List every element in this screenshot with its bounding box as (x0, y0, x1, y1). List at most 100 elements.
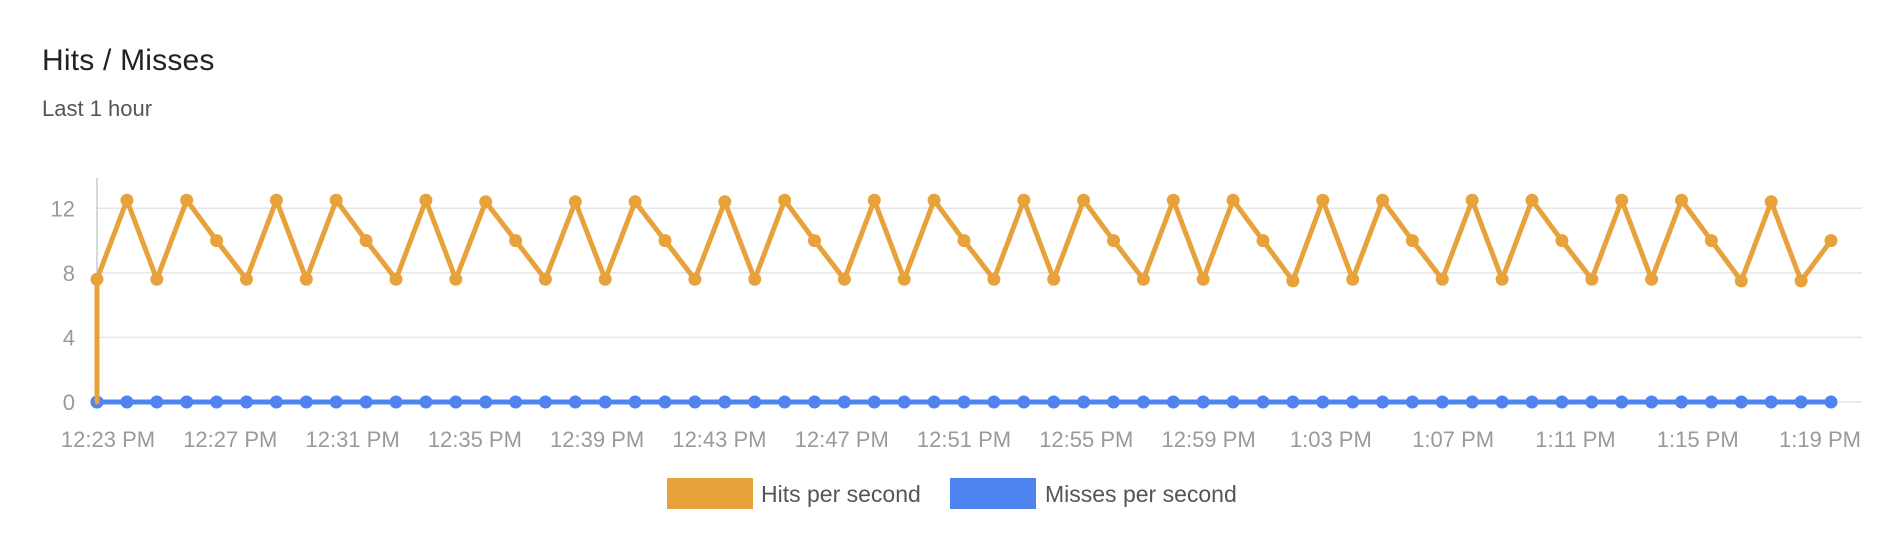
data-point[interactable] (1555, 234, 1569, 248)
data-point[interactable] (748, 272, 762, 286)
data-point[interactable] (1645, 395, 1659, 409)
data-point[interactable] (1645, 272, 1659, 286)
data-point[interactable] (1435, 272, 1449, 286)
data-point[interactable] (837, 272, 851, 286)
data-point[interactable] (1346, 395, 1360, 409)
data-point[interactable] (1136, 272, 1150, 286)
data-point[interactable] (927, 193, 941, 207)
data-point[interactable] (1107, 395, 1120, 409)
data-point[interactable] (1675, 193, 1688, 207)
data-point[interactable] (867, 193, 881, 207)
data-point[interactable] (1017, 193, 1031, 207)
data-point[interactable] (1764, 195, 1778, 209)
data-point[interactable] (359, 395, 373, 409)
data-point[interactable] (479, 195, 493, 209)
series-misses[interactable] (90, 395, 1838, 409)
data-point[interactable] (1794, 274, 1808, 288)
data-point[interactable] (150, 395, 164, 409)
data-point[interactable] (628, 395, 642, 409)
data-point[interactable] (1316, 193, 1330, 207)
data-point[interactable] (299, 272, 313, 286)
data-point[interactable] (449, 395, 463, 409)
data-point[interactable] (897, 272, 911, 286)
data-point[interactable] (1226, 395, 1240, 409)
data-point[interactable] (1495, 395, 1509, 409)
data-point[interactable] (1286, 274, 1300, 288)
data-point[interactable] (808, 234, 821, 248)
data-point[interactable] (1585, 272, 1599, 286)
data-point[interactable] (269, 395, 283, 409)
data-point[interactable] (718, 395, 732, 409)
data-point[interactable] (210, 234, 224, 248)
data-point[interactable] (957, 234, 971, 248)
data-point[interactable] (269, 193, 283, 207)
data-point[interactable] (180, 193, 194, 207)
data-point[interactable] (1107, 234, 1120, 248)
data-point[interactable] (1704, 234, 1718, 248)
data-point[interactable] (1286, 395, 1300, 409)
data-point[interactable] (299, 395, 313, 409)
data-point[interactable] (120, 395, 134, 409)
data-point[interactable] (1525, 193, 1539, 207)
data-point[interactable] (1675, 395, 1688, 409)
data-point[interactable] (509, 395, 523, 409)
data-point[interactable] (90, 272, 104, 286)
data-point[interactable] (1047, 272, 1061, 286)
data-point[interactable] (479, 395, 493, 409)
data-point[interactable] (1495, 272, 1509, 286)
data-point[interactable] (419, 193, 433, 207)
data-point[interactable] (598, 395, 612, 409)
legend[interactable]: Hits per second Misses per second (667, 478, 1237, 509)
data-point[interactable] (389, 272, 403, 286)
data-point[interactable] (1196, 395, 1210, 409)
data-point[interactable] (598, 272, 612, 286)
data-point[interactable] (867, 395, 881, 409)
data-point[interactable] (1256, 234, 1270, 248)
data-point[interactable] (568, 195, 582, 209)
data-point[interactable] (1077, 395, 1091, 409)
data-point[interactable] (778, 395, 792, 409)
data-point[interactable] (1734, 395, 1748, 409)
data-point[interactable] (240, 395, 253, 409)
data-point[interactable] (1346, 272, 1360, 286)
data-point[interactable] (1824, 234, 1838, 248)
data-point[interactable] (1376, 395, 1390, 409)
data-point[interactable] (748, 395, 762, 409)
data-point[interactable] (1555, 395, 1569, 409)
data-point[interactable] (688, 272, 702, 286)
data-point[interactable] (329, 395, 343, 409)
data-point[interactable] (359, 234, 373, 248)
data-point[interactable] (1465, 193, 1479, 207)
data-point[interactable] (1256, 395, 1270, 409)
data-point[interactable] (419, 395, 433, 409)
data-point[interactable] (509, 234, 523, 248)
data-point[interactable] (538, 395, 552, 409)
legend-item-misses[interactable]: Misses per second (950, 478, 1237, 509)
data-point[interactable] (778, 193, 792, 207)
data-point[interactable] (987, 272, 1001, 286)
data-point[interactable] (1734, 274, 1748, 288)
data-point[interactable] (1376, 193, 1390, 207)
data-point[interactable] (658, 395, 672, 409)
data-point[interactable] (1405, 234, 1419, 248)
data-point[interactable] (1764, 395, 1778, 409)
data-point[interactable] (927, 395, 941, 409)
data-point[interactable] (329, 193, 343, 207)
data-point[interactable] (568, 395, 582, 409)
data-point[interactable] (1824, 395, 1838, 409)
data-point[interactable] (1017, 395, 1031, 409)
data-point[interactable] (449, 272, 463, 286)
data-point[interactable] (180, 395, 194, 409)
data-point[interactable] (1316, 395, 1330, 409)
data-point[interactable] (987, 395, 1001, 409)
data-point[interactable] (1166, 395, 1180, 409)
legend-item-hits[interactable]: Hits per second (667, 478, 921, 509)
data-point[interactable] (957, 395, 971, 409)
data-point[interactable] (1465, 395, 1479, 409)
data-point[interactable] (538, 272, 552, 286)
data-point[interactable] (1794, 395, 1808, 409)
data-point[interactable] (1136, 395, 1150, 409)
data-point[interactable] (718, 195, 732, 209)
data-point[interactable] (1704, 395, 1718, 409)
data-point[interactable] (688, 395, 702, 409)
